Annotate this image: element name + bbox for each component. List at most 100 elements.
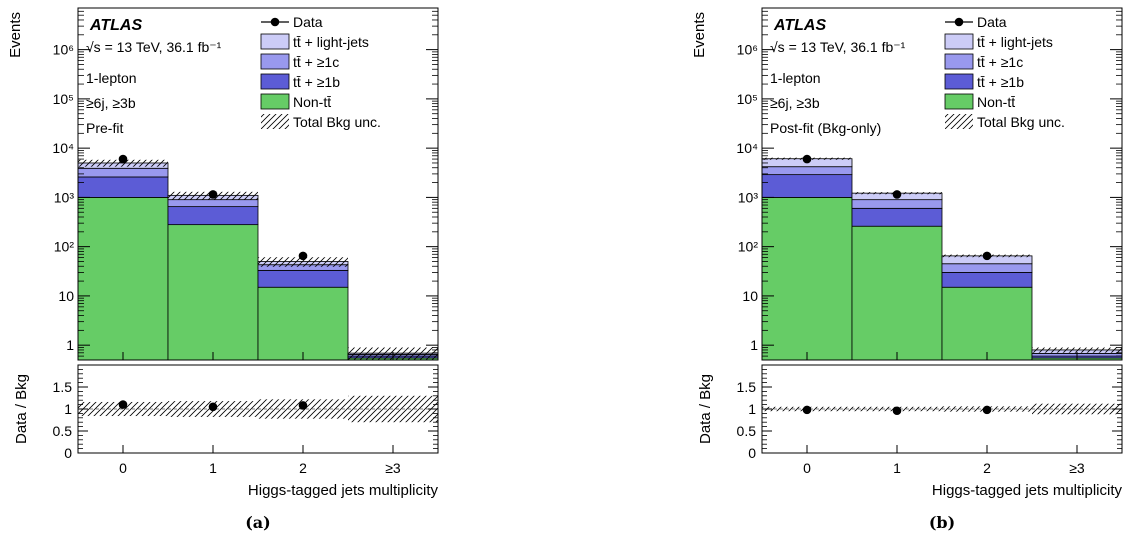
y-tick-label: 10⁵ [53, 91, 74, 107]
bar-tt-1b-bin-2 [257, 269, 349, 288]
panel-caption: (a) [245, 513, 271, 532]
legend-swatch-3 [944, 33, 974, 50]
ratio-y-tick-label: 1.5 [737, 379, 757, 395]
bar-tt-1b-bin-0 [77, 176, 169, 198]
legend-label-series: tt̄ + light-jets [977, 34, 1053, 50]
y-tick-label: 10⁴ [736, 140, 758, 156]
legend-label-data: Data [293, 14, 323, 30]
legend-label-series: Non-tt̄ [977, 94, 1015, 110]
bar-non-tt--bin-2 [257, 286, 349, 361]
y-tick-label: 10² [738, 239, 759, 255]
legend-label-series: tt̄ + ≥1b [977, 74, 1024, 90]
x-axis-label: Higgs-tagged jets multiplicity [932, 482, 1123, 499]
bar-non-tt--bin-0 [77, 196, 169, 361]
experiment-label: ATLAS [89, 17, 142, 34]
legend-swatch-2 [260, 53, 290, 70]
legend-swatch-0 [260, 93, 290, 110]
legend-label-series: tt̄ + light-jets [293, 34, 369, 50]
x-tick-label: 2 [983, 460, 991, 476]
energy-lumi-label: √s = 13 TeV, 36.1 fb⁻¹ [86, 39, 222, 55]
bar-non-tt--bin-0 [761, 196, 853, 361]
data-point-bin-0 [118, 154, 128, 164]
data-point-bin-2 [982, 251, 992, 261]
legend-label-series: Non-tt̄ [293, 94, 331, 110]
bar-non-tt--bin-2 [941, 286, 1033, 361]
ratio-y-tick-label: 1.5 [53, 379, 73, 395]
y-tick-label: 10² [54, 239, 75, 255]
data-point-bin-1 [208, 190, 218, 199]
ratio-point-bin-0 [802, 405, 812, 415]
bar-tt-1c-bin-0 [77, 167, 169, 178]
ratio-point-bin-1 [892, 406, 902, 416]
y-tick-label: 10 [742, 288, 758, 304]
bar-tt-1b-bin-2 [941, 272, 1033, 288]
bar-tt-1b-bin-0 [761, 174, 853, 198]
legend-label-band: Total Bkg unc. [293, 114, 381, 130]
bar-tt-1c-bin-2 [941, 263, 1033, 273]
channel-label: 1-lepton [86, 70, 137, 86]
y-tick-label: 10³ [738, 189, 759, 205]
x-tick-label: 1 [209, 460, 217, 476]
bar-tt-1c-bin-1 [167, 199, 259, 208]
fit-label: Pre-fit [86, 120, 123, 136]
ratio-y-tick-label: 0 [64, 445, 72, 461]
ratio-y-axis-label: Data / Bkg [697, 374, 714, 444]
experiment-label: ATLAS [773, 17, 826, 34]
data-point-bin-1 [892, 190, 902, 199]
legend-swatch-1 [944, 73, 974, 90]
bar-tt-1c-bin-1 [851, 199, 943, 209]
panel-caption: (b) [929, 513, 955, 532]
legend-swatch-0 [944, 93, 974, 110]
ratio-point-bin-0 [118, 400, 128, 409]
main-plot-frame [77, 7, 439, 361]
legend-swatch-3 [260, 33, 290, 50]
fit-label: Post-fit (Bkg-only) [770, 120, 881, 136]
x-tick-label: ≥3 [385, 460, 401, 476]
bar-non-tt--bin-1 [167, 224, 259, 361]
ratio-y-tick-label: 1 [64, 401, 72, 417]
x-tick-label: 0 [119, 460, 127, 476]
channel-label: 1-lepton [770, 70, 821, 86]
legend-swatch-band [261, 114, 289, 129]
bar-tt-1b-bin-1 [167, 206, 259, 226]
ratio-point-bin-2 [298, 401, 308, 410]
data-point-bin-2 [298, 251, 308, 261]
ratio-point-bin-2 [982, 405, 992, 415]
region-label: ≥6j, ≥3b [770, 95, 820, 111]
uncertainty-band-bin-2 [258, 257, 348, 267]
ratio-y-tick-label: 1 [748, 401, 756, 417]
legend-swatch-1 [260, 73, 290, 90]
legend-label-series: tt̄ + ≥1b [293, 74, 340, 90]
energy-lumi-label: √s = 13 TeV, 36.1 fb⁻¹ [770, 39, 906, 55]
y-tick-label: 10 [58, 288, 74, 304]
x-tick-label: 2 [299, 460, 307, 476]
main-plot-frame [761, 7, 1123, 361]
y-tick-label: 1 [66, 337, 74, 353]
x-tick-label: 1 [893, 460, 901, 476]
region-label: ≥6j, ≥3b [86, 95, 136, 111]
x-tick-label: ≥3 [1069, 460, 1085, 476]
x-axis-label: Higgs-tagged jets multiplicity [248, 482, 439, 499]
ratio-y-tick-label: 0.5 [737, 423, 757, 439]
bar-non-tt--bin-1 [851, 225, 943, 361]
ratio-point-bin-1 [208, 402, 218, 412]
y-tick-label: 10⁶ [737, 42, 758, 58]
bar-tt-1c-bin-0 [761, 166, 853, 176]
legend-label-series: tt̄ + ≥1c [977, 54, 1023, 70]
x-tick-label: 0 [803, 460, 811, 476]
legend-label-band: Total Bkg unc. [977, 114, 1065, 130]
ratio-y-tick-label: 0 [748, 445, 756, 461]
y-tick-label: 10⁵ [737, 91, 758, 107]
legend-label-series: tt̄ + ≥1c [293, 54, 339, 70]
y-tick-label: 1 [750, 337, 758, 353]
y-axis-label: Events [691, 12, 708, 58]
y-axis-label: Events [7, 12, 24, 58]
bar-tt-1b-bin-1 [851, 207, 943, 227]
legend-swatch-2 [944, 53, 974, 70]
legend-swatch-band [945, 114, 973, 129]
y-tick-label: 10⁶ [53, 42, 74, 58]
legend-label-data: Data [977, 14, 1007, 30]
